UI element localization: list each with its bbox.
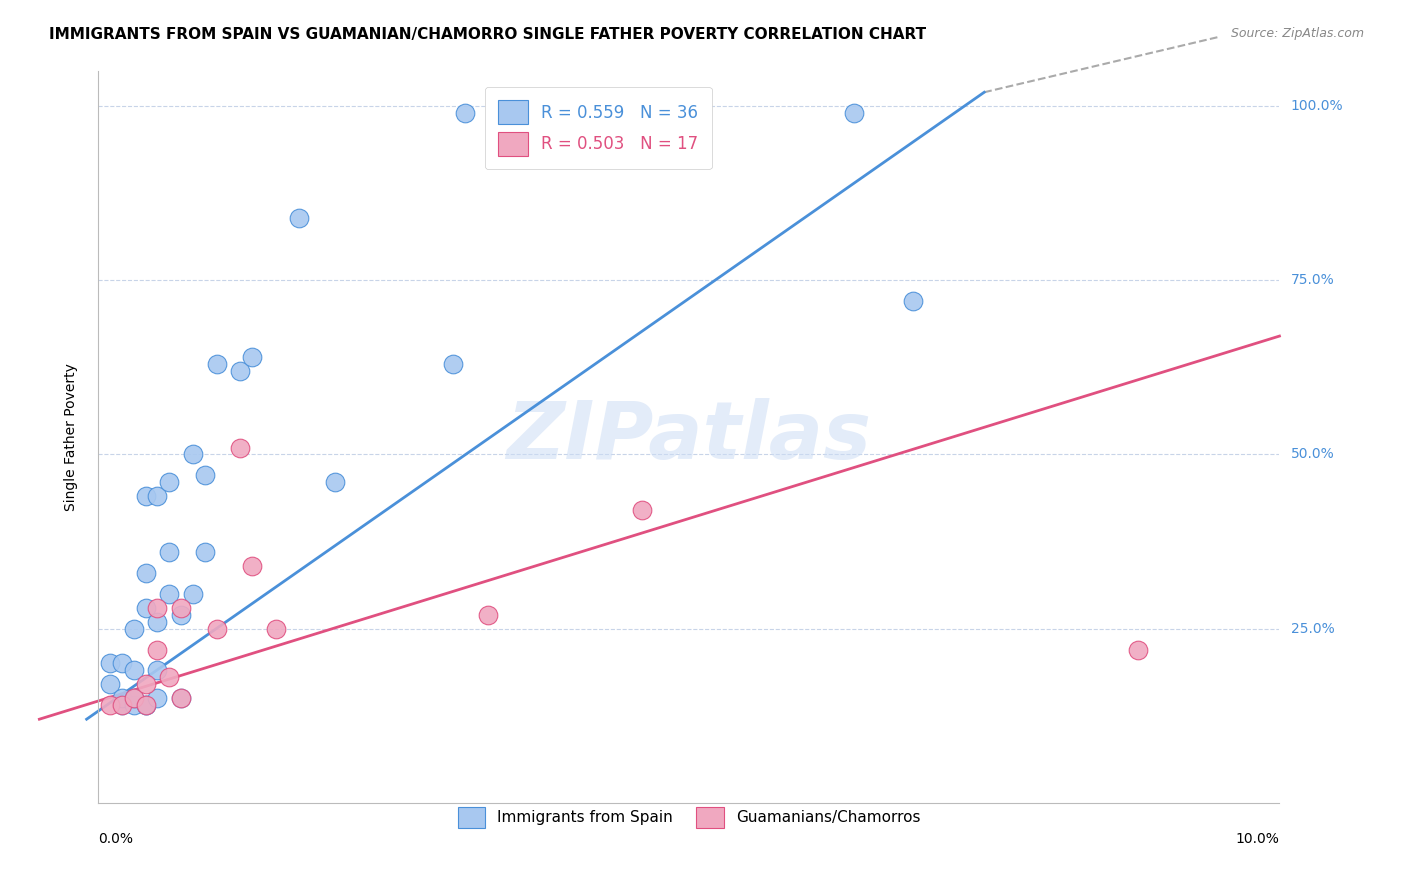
Text: 0.0%: 0.0% — [98, 832, 134, 846]
Text: 25.0%: 25.0% — [1291, 622, 1334, 636]
Point — [111, 691, 134, 706]
Point — [477, 607, 499, 622]
Point — [122, 691, 145, 706]
Point — [111, 657, 134, 671]
Point — [194, 468, 217, 483]
Point — [240, 350, 263, 364]
Point — [98, 698, 121, 713]
Text: 100.0%: 100.0% — [1291, 99, 1343, 113]
Point — [135, 698, 157, 713]
Point — [1126, 642, 1149, 657]
Point — [903, 294, 925, 309]
Point — [122, 664, 145, 678]
Point — [170, 607, 193, 622]
Point — [194, 545, 217, 559]
Point — [157, 670, 180, 684]
Point — [170, 691, 193, 706]
Point — [135, 698, 157, 713]
Point — [146, 489, 169, 503]
Text: 50.0%: 50.0% — [1291, 448, 1334, 461]
Point — [157, 587, 180, 601]
Point — [630, 503, 652, 517]
Point — [288, 211, 311, 225]
Point — [229, 441, 252, 455]
Point — [229, 364, 252, 378]
Text: IMMIGRANTS FROM SPAIN VS GUAMANIAN/CHAMORRO SINGLE FATHER POVERTY CORRELATION CH: IMMIGRANTS FROM SPAIN VS GUAMANIAN/CHAMO… — [49, 27, 927, 42]
Point — [205, 357, 228, 371]
Point — [122, 622, 145, 636]
Point — [157, 545, 180, 559]
Text: Source: ZipAtlas.com: Source: ZipAtlas.com — [1230, 27, 1364, 40]
Point — [453, 106, 475, 120]
Point — [135, 566, 157, 580]
Point — [170, 600, 193, 615]
Point — [122, 698, 145, 713]
Legend: Immigrants from Spain, Guamanians/Chamorros: Immigrants from Spain, Guamanians/Chamor… — [447, 796, 931, 839]
Point — [122, 691, 145, 706]
Point — [135, 698, 157, 713]
Point — [181, 448, 204, 462]
Point — [181, 587, 204, 601]
Point — [98, 677, 121, 691]
Point — [146, 664, 169, 678]
Point — [240, 558, 263, 573]
Point — [135, 600, 157, 615]
Point — [146, 615, 169, 629]
Point — [146, 691, 169, 706]
Text: ZIPatlas: ZIPatlas — [506, 398, 872, 476]
Point — [135, 677, 157, 691]
Point — [135, 489, 157, 503]
Text: 75.0%: 75.0% — [1291, 273, 1334, 287]
Point — [441, 357, 464, 371]
Point — [205, 622, 228, 636]
Point — [111, 698, 134, 713]
Point — [264, 622, 287, 636]
Point — [146, 642, 169, 657]
Text: 10.0%: 10.0% — [1236, 832, 1279, 846]
Point — [844, 106, 866, 120]
Point — [98, 657, 121, 671]
Point — [157, 475, 180, 490]
Point — [323, 475, 346, 490]
Point — [146, 600, 169, 615]
Point — [170, 691, 193, 706]
Point — [111, 698, 134, 713]
Y-axis label: Single Father Poverty: Single Father Poverty — [63, 363, 77, 511]
